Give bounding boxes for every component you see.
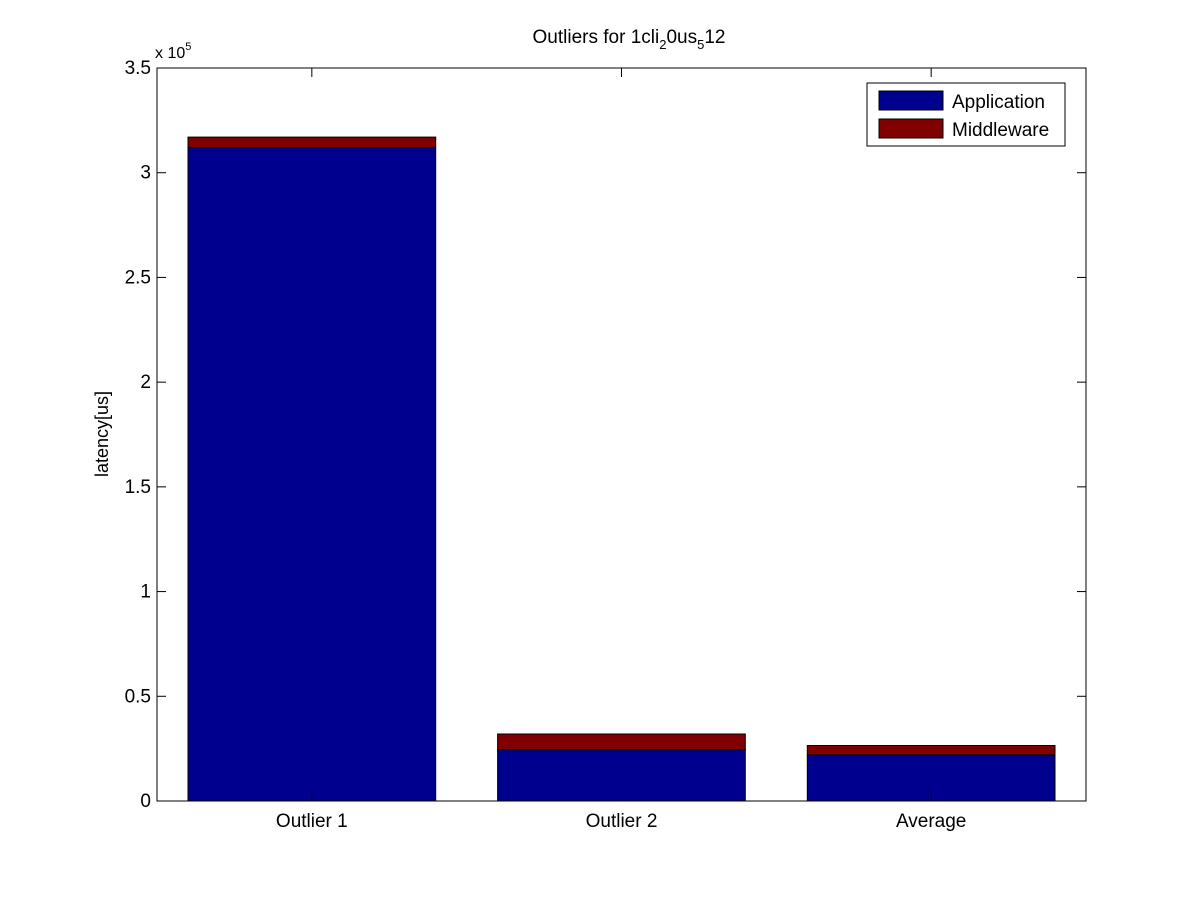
bar-middleware-3 bbox=[806, 745, 1056, 756]
chart-title: Outliers for 1cli20us512 bbox=[533, 27, 726, 52]
bar-middleware-2 bbox=[497, 733, 746, 751]
y-tick-label: 0 bbox=[140, 791, 151, 812]
legend-swatch-middleware bbox=[878, 118, 944, 139]
legend-label-application: Application bbox=[952, 92, 1045, 113]
y-tick-label: 2 bbox=[140, 372, 151, 393]
y-ticks-layer: 0 0.5 1 1.5 2 2.5 3 3.5 bbox=[125, 58, 1086, 812]
legend-swatch-application bbox=[878, 90, 944, 111]
bar-application-1 bbox=[187, 147, 437, 802]
x-tick-label: Outlier 1 bbox=[276, 811, 348, 832]
x-ticks-layer: Outlier 1 Outlier 2 Average bbox=[276, 68, 966, 832]
bar-middleware-1 bbox=[187, 136, 437, 149]
plot-area-frame bbox=[156, 67, 1087, 802]
y-tick-label: 1 bbox=[140, 582, 151, 603]
bars-layer bbox=[187, 136, 1056, 802]
y-tick-label: 2.5 bbox=[125, 267, 151, 288]
x-tick-label: Outlier 2 bbox=[586, 811, 658, 832]
y-tick-label: 0.5 bbox=[125, 686, 151, 707]
y-axis-multiplier: x 105 bbox=[155, 41, 191, 62]
y-tick-label: 1.5 bbox=[125, 477, 151, 498]
y-tick-label: 3 bbox=[140, 163, 151, 184]
y-axis-label: latency[us] bbox=[92, 391, 112, 477]
y-tick-label: 3.5 bbox=[125, 58, 151, 79]
legend-label-middleware: Middleware bbox=[952, 120, 1049, 141]
legend: Application Middleware bbox=[866, 82, 1066, 147]
x-tick-label: Average bbox=[896, 811, 966, 832]
